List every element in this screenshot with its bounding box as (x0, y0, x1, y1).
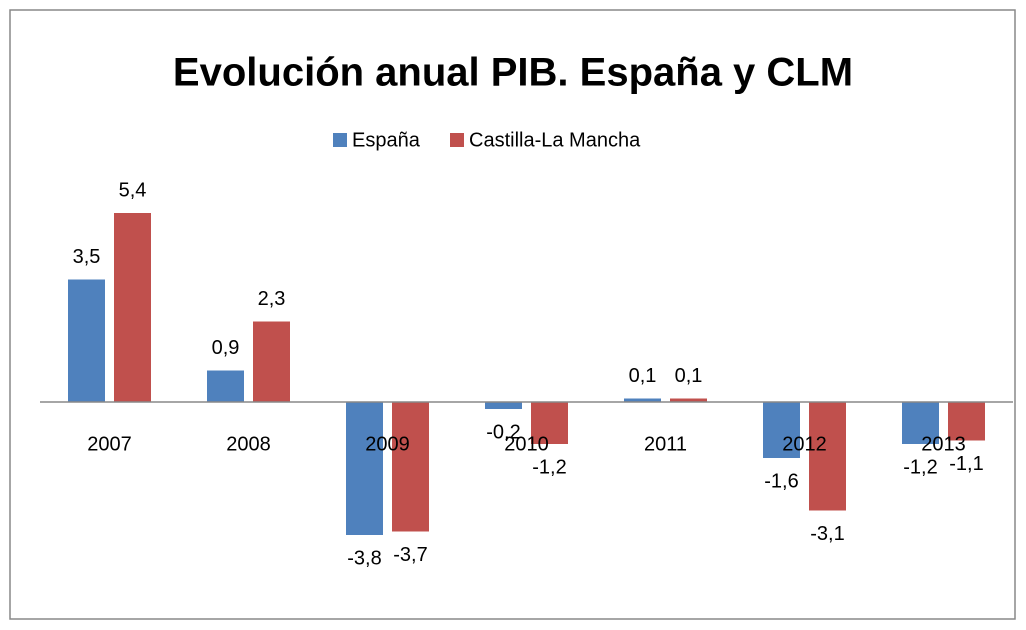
bar (809, 402, 846, 511)
data-label: -3,8 (347, 547, 381, 569)
bar (624, 398, 661, 402)
data-label: 3,5 (73, 246, 101, 268)
data-label: -3,7 (393, 544, 427, 566)
legend-label: España (352, 129, 421, 151)
chart-frame (9, 9, 1016, 620)
bar (114, 213, 151, 402)
bar (670, 398, 707, 402)
bar (531, 402, 568, 444)
data-label: 0,1 (675, 365, 703, 387)
data-label: -1,2 (532, 456, 566, 478)
bar (948, 402, 985, 441)
data-label: -3,1 (810, 523, 844, 545)
bar (68, 279, 105, 402)
bar (392, 402, 429, 532)
legend-swatch (450, 133, 464, 147)
data-label: 0,1 (629, 365, 657, 387)
x-tick-label: 2007 (87, 433, 132, 455)
x-tick-label: 2008 (226, 433, 271, 455)
data-label: -0,2 (486, 421, 520, 443)
chart-title: Evolución anual PIB. España y CLM (173, 51, 853, 95)
bar (207, 370, 244, 402)
bar (346, 402, 383, 535)
legend-label: Castilla-La Mancha (469, 129, 641, 151)
data-label: -1,6 (764, 470, 798, 492)
legend-swatch (333, 133, 347, 147)
x-tick-label: 2009 (365, 433, 410, 455)
bar (902, 402, 939, 444)
x-tick-label: 2010 (504, 433, 549, 455)
x-tick-label: 2011 (644, 433, 687, 455)
data-label: -1,1 (949, 453, 983, 475)
data-label: 2,3 (258, 288, 286, 310)
bar (253, 321, 290, 402)
x-tick-label: 2012 (782, 433, 827, 455)
bar (485, 402, 522, 409)
data-label: -1,2 (903, 456, 937, 478)
x-tick-label: 2013 (921, 433, 966, 455)
bar (763, 402, 800, 458)
data-label: 5,4 (119, 179, 147, 201)
data-label: 0,9 (212, 337, 240, 359)
